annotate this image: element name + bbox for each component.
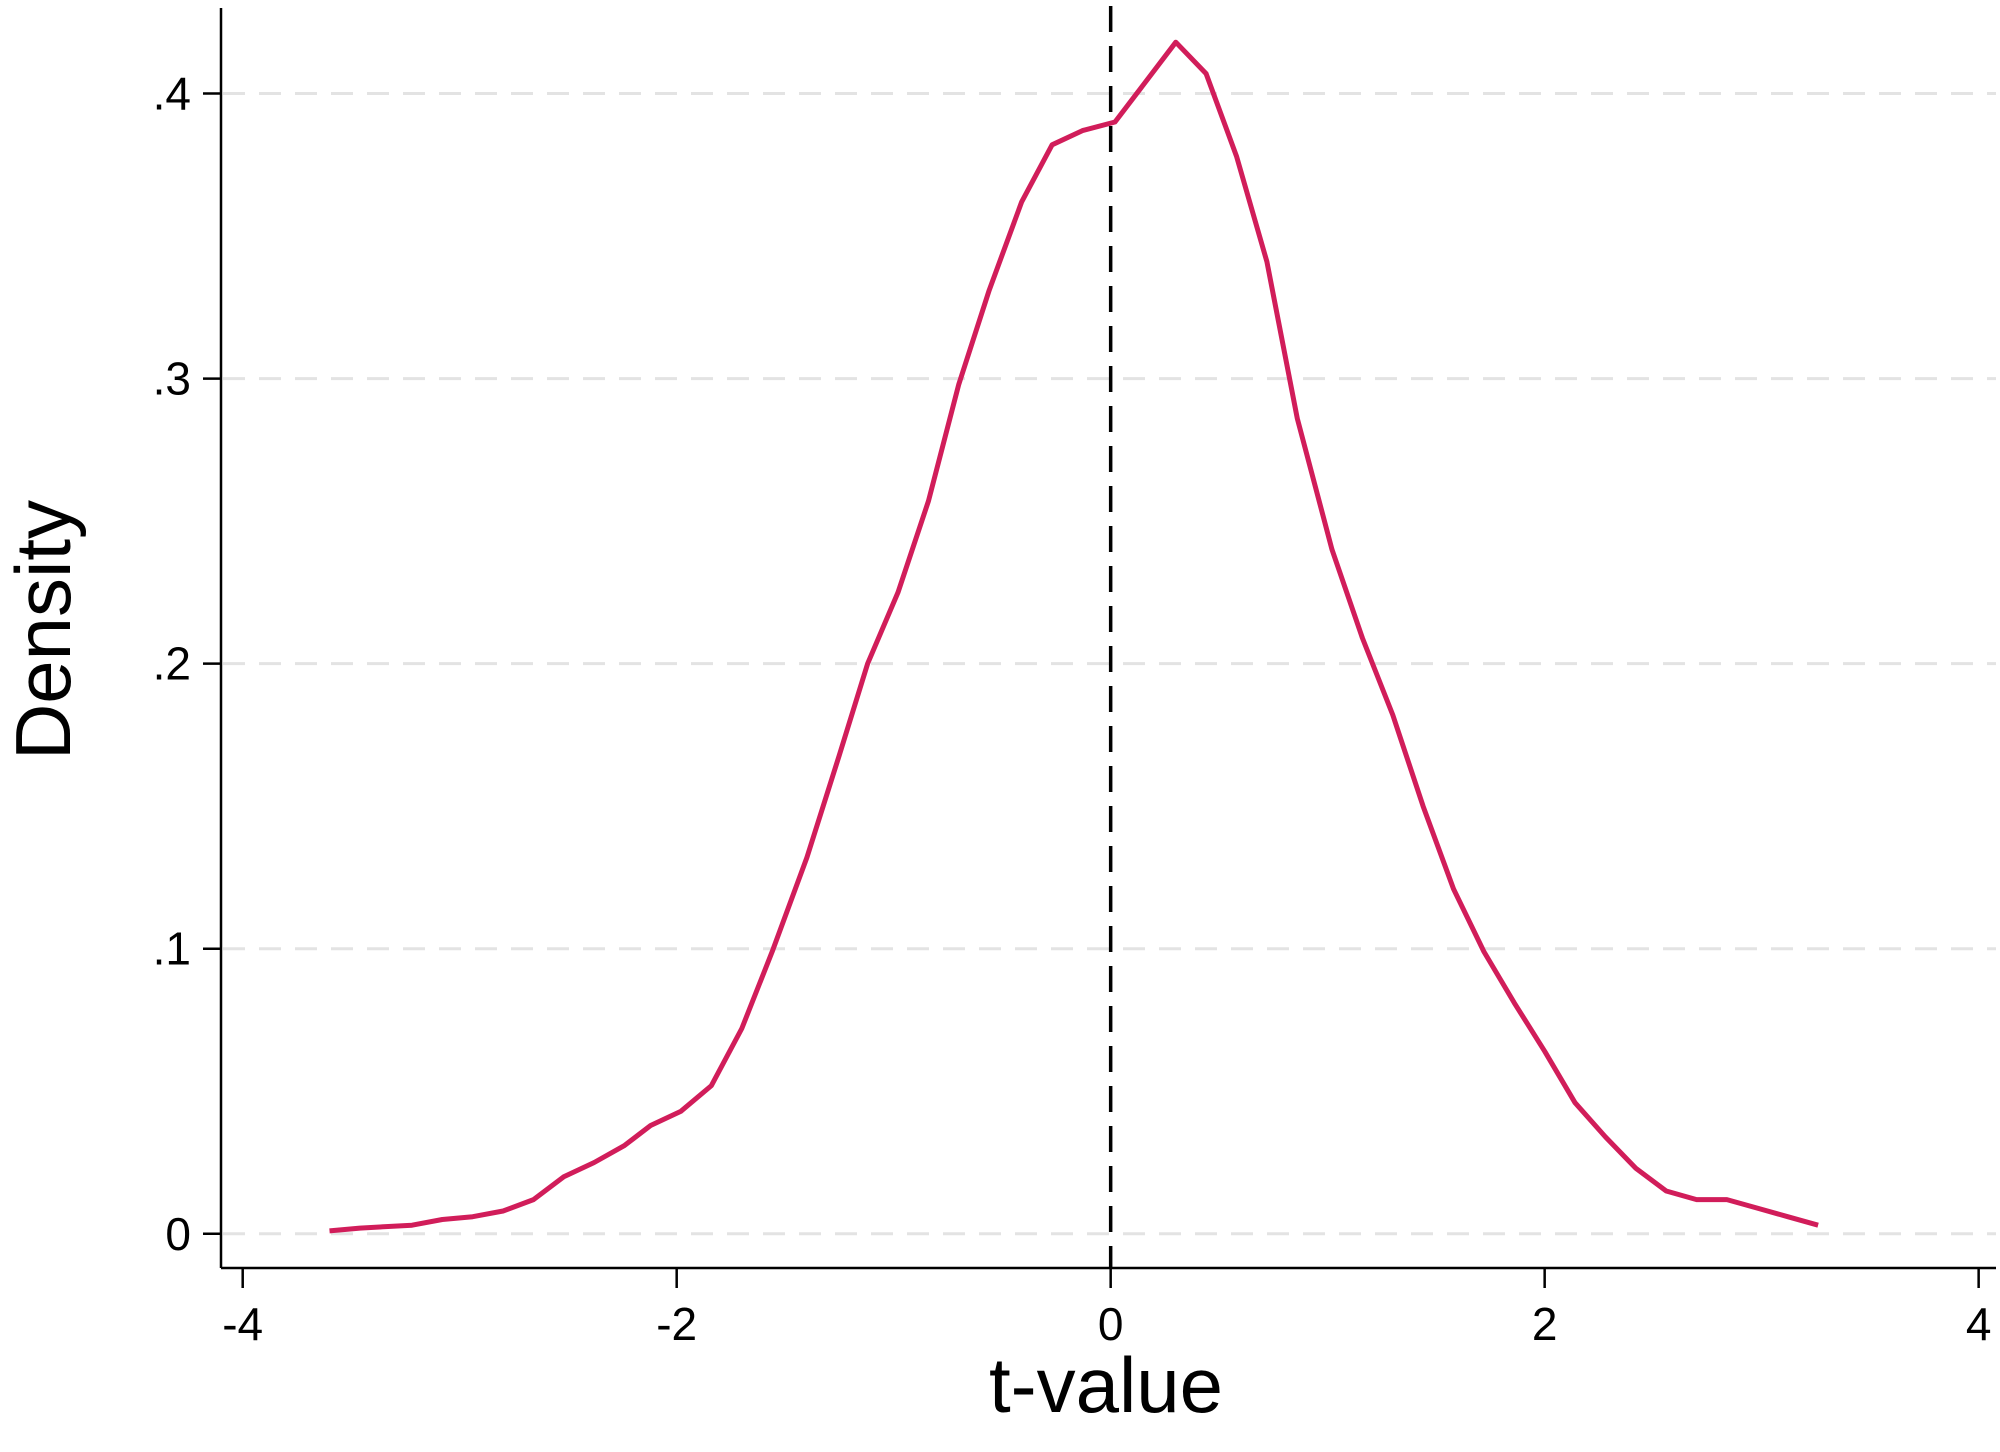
x-tick-label: -4 bbox=[222, 1298, 263, 1350]
x-tick-label: 2 bbox=[1532, 1298, 1558, 1350]
y-tick-label: .1 bbox=[153, 923, 191, 975]
x-tick-label: 0 bbox=[1098, 1298, 1124, 1350]
y-tick-label: .3 bbox=[153, 353, 191, 405]
series bbox=[329, 39, 1819, 1234]
y-tick-label: .4 bbox=[153, 68, 191, 120]
x-tick-label: 4 bbox=[1966, 1298, 1992, 1350]
x-axis-title: t-value bbox=[989, 1341, 1223, 1429]
y-tick-label: 0 bbox=[165, 1208, 191, 1260]
tick-labels: 0 .1 .2 .3 .4 -4 -2 0 2 4 bbox=[153, 68, 1992, 1350]
axes bbox=[203, 8, 1996, 1288]
y-tick-label: .2 bbox=[153, 638, 191, 690]
y-axis-title: Density bbox=[0, 500, 87, 760]
x-tick-label: -2 bbox=[656, 1298, 697, 1350]
density-curve bbox=[329, 39, 1819, 1234]
gridlines bbox=[223, 92, 1996, 1236]
